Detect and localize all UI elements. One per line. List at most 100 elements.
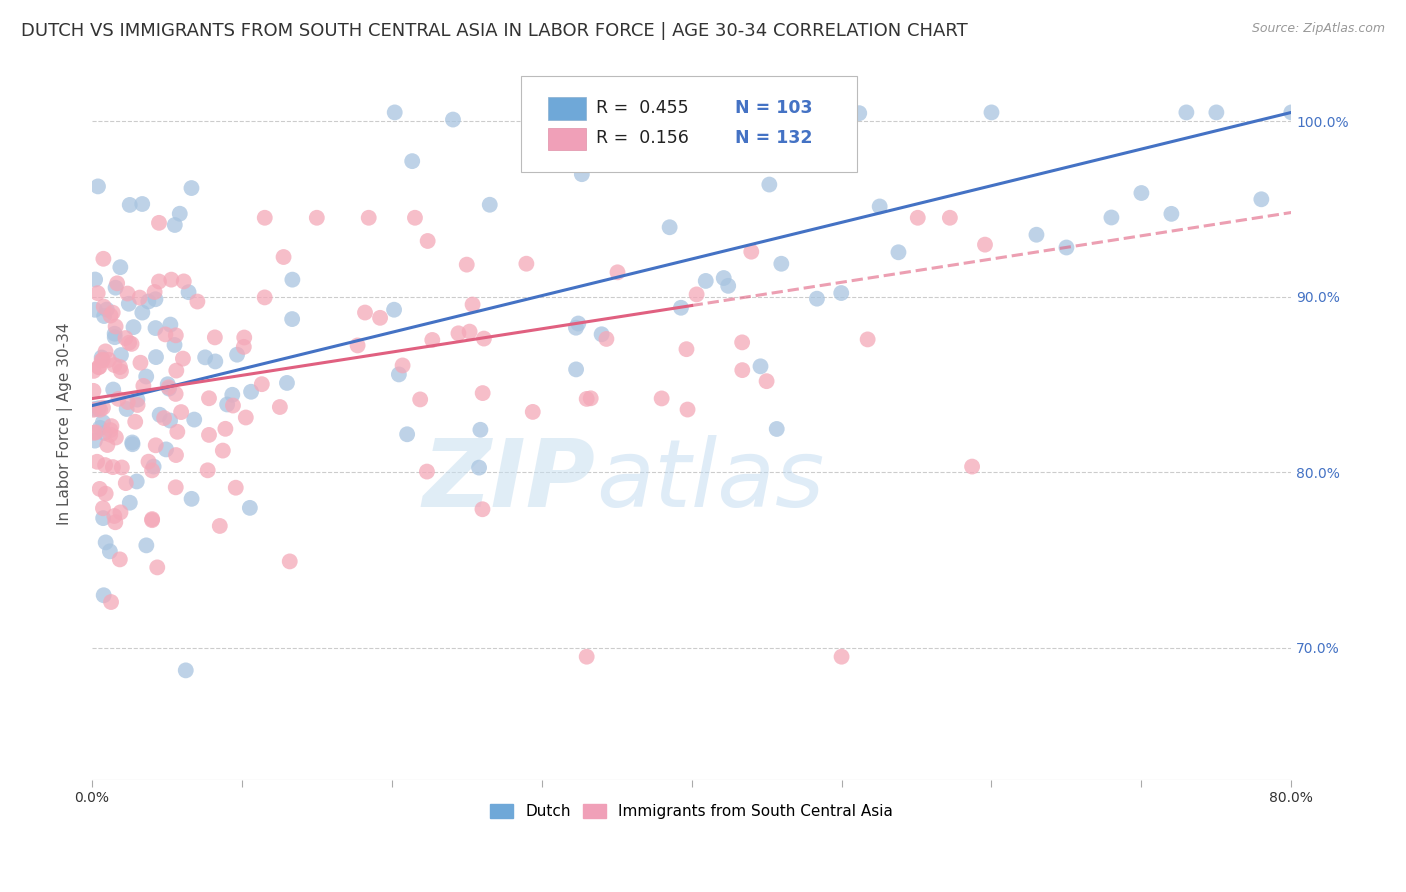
Point <box>83 364 105 378</box>
Point <box>211 443 233 458</box>
Point <box>346 338 368 352</box>
Point <box>110 348 132 362</box>
Point <box>384 105 406 120</box>
Point <box>84 272 107 286</box>
Point <box>132 379 155 393</box>
Point <box>675 342 697 356</box>
Point <box>124 415 146 429</box>
Point <box>104 319 127 334</box>
Point <box>84 302 107 317</box>
Point <box>129 356 152 370</box>
Point <box>273 250 295 264</box>
Point <box>127 398 149 412</box>
Text: R =  0.156: R = 0.156 <box>596 129 689 147</box>
Point <box>89 402 111 417</box>
Point <box>217 397 239 411</box>
Point <box>122 320 145 334</box>
Point <box>93 309 115 323</box>
Point <box>1175 105 1198 120</box>
Point <box>1250 192 1272 206</box>
Point <box>87 401 110 416</box>
Text: N = 103: N = 103 <box>735 99 813 117</box>
Point <box>522 405 544 419</box>
Point <box>887 245 910 260</box>
Point <box>93 425 115 440</box>
Point <box>198 428 221 442</box>
Point <box>226 348 249 362</box>
Point <box>157 382 180 396</box>
Point <box>1130 186 1153 200</box>
Point <box>409 392 432 407</box>
Point <box>1025 227 1047 242</box>
Text: N = 132: N = 132 <box>735 129 813 147</box>
Point <box>250 377 273 392</box>
FancyBboxPatch shape <box>522 76 858 171</box>
Point <box>221 388 243 402</box>
Point <box>420 333 443 347</box>
Point <box>94 486 117 500</box>
Point <box>91 352 114 367</box>
Point <box>204 330 226 344</box>
Point <box>104 515 127 529</box>
Point <box>156 377 179 392</box>
Point <box>155 442 177 457</box>
Point <box>91 401 114 415</box>
Point <box>177 285 200 300</box>
Point <box>676 402 699 417</box>
Point <box>755 374 778 388</box>
Point <box>165 363 187 377</box>
Point <box>170 405 193 419</box>
Point <box>831 649 853 664</box>
Point <box>103 358 125 372</box>
Point <box>240 384 263 399</box>
Point <box>1160 207 1182 221</box>
Point <box>98 427 121 442</box>
Point <box>125 475 148 489</box>
Point <box>84 425 107 440</box>
Point <box>121 435 143 450</box>
Point <box>159 318 181 332</box>
Point <box>980 105 1002 120</box>
Point <box>142 459 165 474</box>
Point <box>278 554 301 568</box>
Point <box>731 335 754 350</box>
Point <box>118 496 141 510</box>
Point <box>253 211 276 225</box>
Point <box>391 359 413 373</box>
Point <box>157 380 180 394</box>
Point <box>669 301 692 315</box>
Point <box>91 501 114 516</box>
Point <box>86 286 108 301</box>
Point <box>1279 105 1302 120</box>
Point <box>197 463 219 477</box>
Point <box>183 412 205 426</box>
Point <box>101 460 124 475</box>
Y-axis label: In Labor Force | Age 30-34: In Labor Force | Age 30-34 <box>58 323 73 525</box>
Point <box>281 312 304 326</box>
Point <box>96 438 118 452</box>
Point <box>276 376 298 390</box>
Point <box>148 216 170 230</box>
Point <box>169 207 191 221</box>
Point <box>960 459 983 474</box>
Point <box>115 401 138 416</box>
Point <box>90 353 112 368</box>
Point <box>186 294 208 309</box>
Point <box>198 391 221 405</box>
Point <box>565 320 588 334</box>
Point <box>651 392 673 406</box>
Point <box>416 465 439 479</box>
Point <box>1099 211 1122 225</box>
Point <box>869 199 891 213</box>
Point <box>84 402 107 417</box>
Point <box>567 317 589 331</box>
Text: ZIP: ZIP <box>423 435 596 527</box>
Text: Source: ZipAtlas.com: Source: ZipAtlas.com <box>1251 22 1385 36</box>
Point <box>153 411 176 425</box>
Point <box>713 271 735 285</box>
Point <box>105 277 128 291</box>
Point <box>305 211 328 225</box>
Point <box>214 422 236 436</box>
Point <box>1054 240 1077 254</box>
Point <box>145 350 167 364</box>
